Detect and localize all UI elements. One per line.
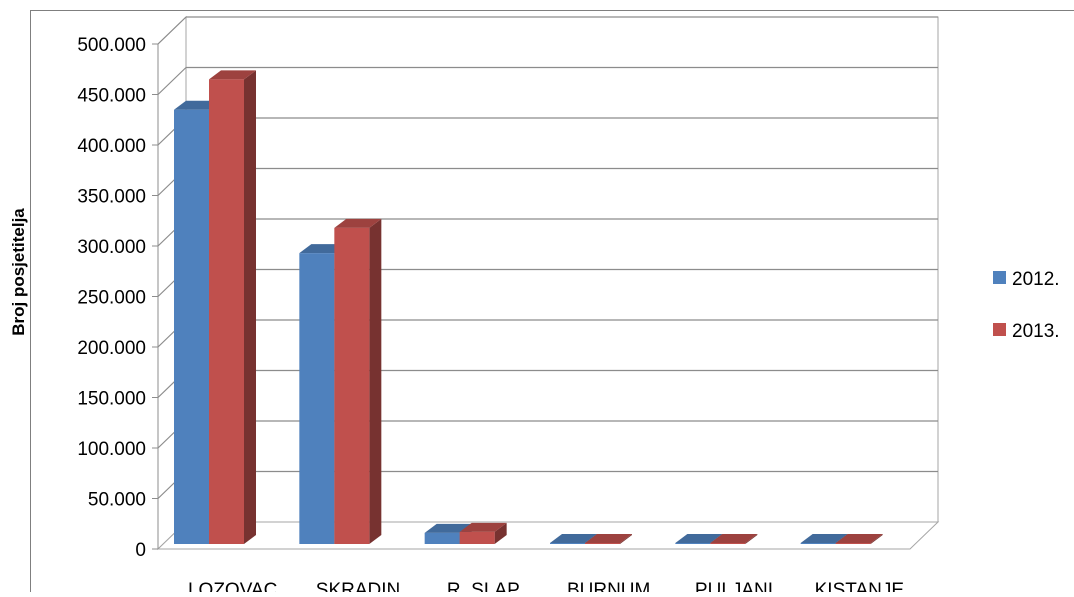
x-tick-label: R. SLAP (447, 580, 520, 592)
y-tick-label: 150.000 (77, 389, 146, 410)
bar-front (209, 79, 244, 544)
bar-front (801, 543, 836, 544)
bar-front (550, 543, 585, 544)
bar-front (174, 110, 209, 544)
bar-front (710, 543, 745, 544)
y-tick-label: 50.000 (88, 490, 146, 511)
y-tick-label: 350.000 (77, 187, 146, 208)
bar-front (334, 228, 369, 544)
bar-side (244, 70, 256, 544)
bar-front (460, 532, 495, 544)
y-tick-label: 200.000 (77, 338, 146, 359)
y-tick-label: 300.000 (77, 237, 146, 258)
bar-front (585, 543, 620, 544)
y-tick-label: 400.000 (77, 136, 146, 157)
x-tick-label: BURNUM (567, 580, 650, 592)
bar (334, 219, 381, 544)
legend-label: 2013. (1012, 321, 1060, 342)
y-tick-label: 500.000 (77, 35, 146, 56)
y-tick-label: 250.000 (77, 288, 146, 309)
legend-swatch (993, 271, 1006, 284)
x-tick-label: PULJANI (695, 580, 773, 592)
bar-front (836, 543, 871, 544)
bar-front (299, 253, 334, 544)
y-axis-label: Broj posjetitelja (9, 208, 28, 336)
x-tick-label: LOZOVAC (188, 580, 277, 592)
bar (209, 70, 256, 544)
y-tick-label: 450.000 (77, 86, 146, 107)
x-tick-label: SKRADIN (316, 580, 400, 592)
y-tick-label: 0 (135, 540, 146, 561)
y-tick-label: 100.000 (77, 439, 146, 460)
bar-front (425, 533, 460, 544)
bar-side (369, 219, 381, 544)
x-tick-label: KISTANJE (815, 580, 904, 592)
legend-swatch (993, 323, 1006, 336)
bar-front (675, 543, 710, 544)
legend-label: 2012. (1012, 269, 1060, 290)
